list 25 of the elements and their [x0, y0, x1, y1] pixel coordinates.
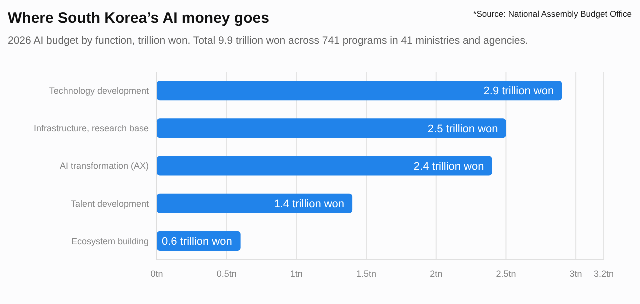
x-tick-label: 3tn — [570, 269, 582, 279]
y-tick-label: Talent development — [70, 198, 150, 209]
x-tick-label: 2tn — [430, 269, 443, 279]
y-tick-label: Ecosystem building — [71, 236, 149, 246]
bar — [157, 118, 506, 138]
bar — [157, 194, 353, 214]
data-label: 0.6 trillion won — [162, 236, 232, 248]
x-tick-label: 1.5tn — [356, 269, 377, 279]
x-tick-label: 3.2tn — [594, 269, 614, 279]
bar — [157, 81, 562, 101]
chart-title: Where South Korea’s AI money goes — [8, 10, 270, 27]
y-tick-label: Infrastructure, research base — [34, 124, 149, 134]
y-tick-label: Technology development — [49, 86, 150, 96]
text: *Source: National Assembly Budget Office — [473, 9, 632, 19]
data-label: 2.9 trillion won — [484, 86, 554, 98]
data-label: 2.4 trillion won — [414, 160, 484, 173]
x-tick-label: 2.5tn — [496, 269, 516, 279]
chart-subtitle: 2026 AI budget by function, trillion won. Total 9.9 trillion won across 741 programs in 41 ministries and agencies. — [8, 35, 528, 47]
x-tick-label: 0.5tn — [216, 269, 237, 279]
data-label: 1.4 trillion won — [274, 198, 345, 210]
data-label: 2.5 trillion won — [428, 123, 498, 136]
y-tick-label: AI transformation (AX) — [60, 161, 149, 172]
x-tick-label: 1tn — [290, 269, 303, 279]
bar — [157, 156, 492, 176]
x-tick-label: 0tn — [150, 269, 164, 279]
